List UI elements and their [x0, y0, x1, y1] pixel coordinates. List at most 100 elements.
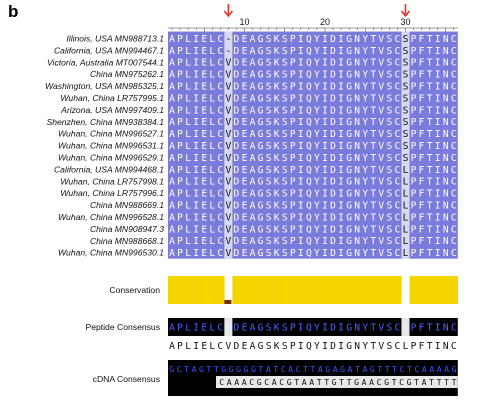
residue: D	[234, 141, 240, 152]
residue: F	[419, 165, 425, 176]
cdna-base: T	[273, 364, 278, 374]
cdna-base-bottom: A	[227, 377, 232, 387]
residue: G	[346, 248, 352, 259]
residue: P	[290, 117, 296, 128]
residue: G	[346, 70, 352, 81]
residue: S	[386, 129, 392, 140]
residue: V	[225, 224, 231, 235]
consensus-residue: A	[250, 322, 256, 333]
residue: T	[370, 82, 376, 93]
residue: V	[378, 177, 384, 188]
residue: T	[370, 105, 376, 116]
residue: A	[169, 93, 175, 104]
residue: I	[193, 189, 199, 200]
residue: E	[242, 117, 248, 128]
residue: G	[258, 177, 264, 188]
residue: L	[209, 236, 215, 247]
residue: L	[185, 236, 191, 247]
sequence-label: Wuhan, China MN996528.1	[58, 212, 164, 222]
residue: T	[427, 153, 433, 164]
residue: C	[217, 105, 223, 116]
residue: P	[177, 165, 183, 176]
plain-consensus-residue: P	[290, 341, 296, 352]
residue: Y	[314, 189, 320, 200]
residue: I	[338, 129, 344, 140]
residue: S	[403, 34, 409, 45]
residue: N	[354, 105, 360, 116]
residue: F	[419, 105, 425, 116]
residue: I	[298, 105, 304, 116]
residue: D	[234, 189, 240, 200]
residue: I	[298, 212, 304, 223]
residue: A	[250, 153, 256, 164]
residue: K	[274, 201, 280, 212]
cdna-base: A	[348, 364, 353, 374]
conservation-bar	[288, 276, 297, 304]
residue: I	[435, 224, 441, 235]
residue: S	[386, 189, 392, 200]
residue: I	[338, 189, 344, 200]
residue: Q	[306, 129, 312, 140]
residue: E	[201, 82, 207, 93]
residue: C	[451, 82, 457, 93]
residue: C	[217, 153, 223, 164]
residue: T	[427, 117, 433, 128]
residue: D	[330, 117, 336, 128]
residue: A	[250, 129, 256, 140]
residue: C	[217, 117, 223, 128]
residue: Q	[306, 212, 312, 223]
residue: I	[298, 189, 304, 200]
residue: C	[451, 141, 457, 152]
residue: Y	[314, 165, 320, 176]
cdna-base: G	[340, 364, 345, 374]
residue: S	[386, 248, 392, 259]
conservation-bar	[264, 276, 273, 304]
residue: N	[443, 177, 449, 188]
residue: S	[282, 117, 288, 128]
cdna-base-bottom: A	[242, 377, 247, 387]
residue: Y	[362, 58, 368, 69]
residue: I	[193, 177, 199, 188]
plain-consensus-residue: L	[403, 341, 409, 352]
residue: P	[411, 93, 417, 104]
residue: P	[290, 236, 296, 247]
residue: F	[419, 189, 425, 200]
residue: A	[169, 189, 175, 200]
residue: V	[378, 212, 384, 223]
residue: A	[250, 141, 256, 152]
conservation-bar	[200, 276, 209, 304]
residue: V	[225, 189, 231, 200]
residue: L	[209, 105, 215, 116]
residue: G	[346, 82, 352, 93]
residue: D	[234, 117, 240, 128]
residue: S	[266, 46, 272, 57]
residue: V	[378, 46, 384, 57]
residue: E	[201, 34, 207, 45]
residue: V	[225, 236, 231, 247]
cdna-base-bottom: G	[287, 377, 292, 387]
cdna-base: T	[184, 364, 189, 374]
residue: E	[201, 212, 207, 223]
residue: Q	[306, 141, 312, 152]
consensus-residue: I	[435, 322, 441, 333]
residue: A	[169, 58, 175, 69]
residue: P	[290, 177, 296, 188]
residue: S	[266, 212, 272, 223]
conservation-bar	[304, 276, 314, 304]
residue: Y	[362, 212, 368, 223]
residue: P	[290, 212, 296, 223]
residue: C	[451, 248, 457, 259]
residue: N	[443, 224, 449, 235]
residue: T	[427, 165, 433, 176]
residue: S	[266, 224, 272, 235]
cdna-base: T	[310, 364, 315, 374]
plain-consensus-residue: S	[266, 341, 272, 352]
consensus-residue: Q	[306, 322, 312, 333]
residue: S	[386, 224, 392, 235]
consensus-residue: Y	[314, 322, 320, 333]
conservation-bar	[312, 276, 322, 304]
residue: V	[225, 201, 231, 212]
residue: I	[338, 177, 344, 188]
residue: F	[419, 82, 425, 93]
residue: N	[354, 189, 360, 200]
